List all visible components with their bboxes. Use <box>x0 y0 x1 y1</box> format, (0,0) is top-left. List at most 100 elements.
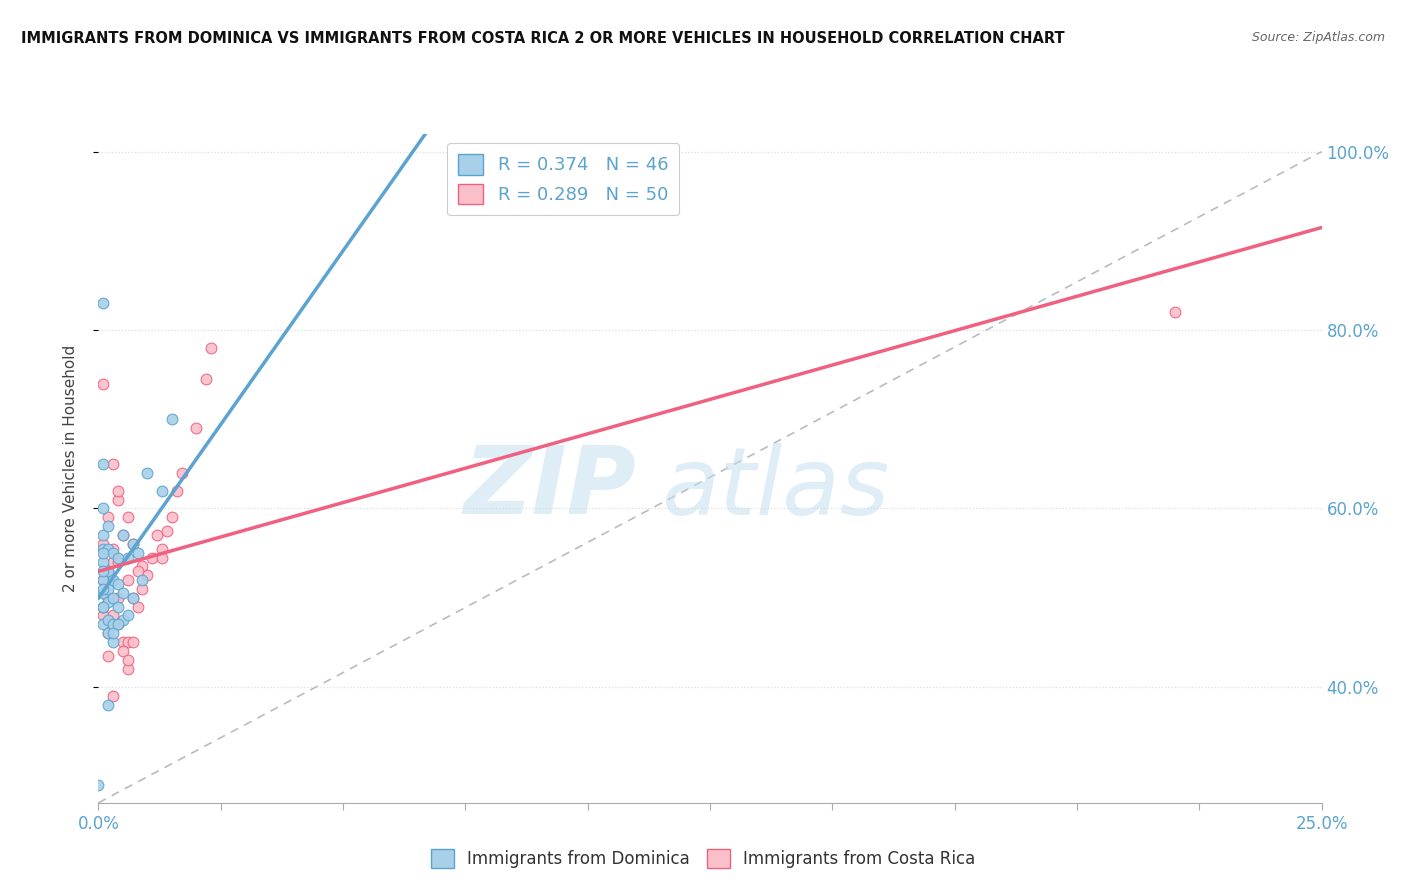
Point <box>101 689 124 703</box>
Point <box>131 573 153 587</box>
Legend: Immigrants from Dominica, Immigrants from Costa Rica: Immigrants from Dominica, Immigrants fro… <box>423 842 983 875</box>
Point <box>136 466 159 480</box>
Point <box>150 541 173 556</box>
Point <box>97 591 120 605</box>
Point <box>101 617 124 632</box>
Point <box>131 559 153 574</box>
Point <box>111 613 134 627</box>
Point <box>156 524 179 538</box>
Point <box>91 541 114 556</box>
Point <box>117 608 139 623</box>
Point <box>97 510 120 524</box>
Point <box>127 546 149 560</box>
Point <box>107 617 129 632</box>
Point <box>101 626 124 640</box>
Point <box>107 591 129 605</box>
Point <box>91 573 114 587</box>
Text: ZIP: ZIP <box>464 442 637 534</box>
Point <box>91 501 114 516</box>
Point <box>97 564 120 578</box>
Point <box>91 528 114 542</box>
Point <box>97 698 120 712</box>
Point <box>107 483 129 498</box>
Point <box>97 626 120 640</box>
Point <box>107 617 129 632</box>
Point <box>141 550 163 565</box>
Point <box>97 648 120 663</box>
Point <box>91 599 114 614</box>
Point <box>117 653 139 667</box>
Point <box>117 550 139 565</box>
Point <box>97 626 120 640</box>
Point <box>150 550 173 565</box>
Point <box>91 296 114 310</box>
Point <box>101 546 124 560</box>
Point <box>101 635 124 649</box>
Point <box>87 778 110 792</box>
Point <box>200 341 222 355</box>
Point <box>91 608 114 623</box>
Point <box>111 635 134 649</box>
Point <box>1164 305 1187 319</box>
Point <box>91 537 114 551</box>
Point <box>97 582 120 596</box>
Point <box>97 595 120 609</box>
Point <box>91 546 114 560</box>
Point <box>91 586 114 600</box>
Point <box>166 483 188 498</box>
Text: Source: ZipAtlas.com: Source: ZipAtlas.com <box>1251 31 1385 45</box>
Point <box>117 573 139 587</box>
Point <box>160 510 183 524</box>
Point <box>91 573 114 587</box>
Point <box>97 519 120 533</box>
Point <box>127 599 149 614</box>
Point <box>91 599 114 614</box>
Point <box>160 412 183 426</box>
Point <box>121 591 143 605</box>
Point <box>91 564 114 578</box>
Point <box>127 564 149 578</box>
Point <box>107 599 129 614</box>
Point <box>121 537 143 551</box>
Point <box>117 635 139 649</box>
Point <box>101 541 124 556</box>
Point <box>111 586 134 600</box>
Point <box>121 635 143 649</box>
Point <box>97 591 120 605</box>
Y-axis label: 2 or more Vehicles in Household: 2 or more Vehicles in Household <box>63 344 77 592</box>
Point <box>101 573 124 587</box>
Point <box>170 466 193 480</box>
Point <box>111 644 134 658</box>
Text: atlas: atlas <box>661 442 890 534</box>
Point <box>136 568 159 582</box>
Point <box>195 372 218 386</box>
Point <box>91 617 114 632</box>
Point <box>91 457 114 471</box>
Point <box>91 582 114 596</box>
Point <box>97 613 120 627</box>
Point <box>97 564 120 578</box>
Point <box>121 591 143 605</box>
Text: IMMIGRANTS FROM DOMINICA VS IMMIGRANTS FROM COSTA RICA 2 OR MORE VEHICLES IN HOU: IMMIGRANTS FROM DOMINICA VS IMMIGRANTS F… <box>21 31 1064 46</box>
Point <box>131 582 153 596</box>
Point <box>101 555 124 569</box>
Point <box>150 483 173 498</box>
Point <box>91 555 114 569</box>
Point <box>107 492 129 507</box>
Point <box>91 599 114 614</box>
Point <box>186 421 208 435</box>
Point <box>97 541 120 556</box>
Point <box>111 528 134 542</box>
Point <box>117 510 139 524</box>
Point <box>107 577 129 591</box>
Point <box>101 457 124 471</box>
Point <box>107 555 129 569</box>
Point <box>101 608 124 623</box>
Point <box>117 662 139 676</box>
Point <box>107 550 129 565</box>
Point <box>146 528 169 542</box>
Point <box>121 537 143 551</box>
Legend: R = 0.374   N = 46, R = 0.289   N = 50: R = 0.374 N = 46, R = 0.289 N = 50 <box>447 143 679 215</box>
Point <box>111 528 134 542</box>
Point <box>91 376 114 391</box>
